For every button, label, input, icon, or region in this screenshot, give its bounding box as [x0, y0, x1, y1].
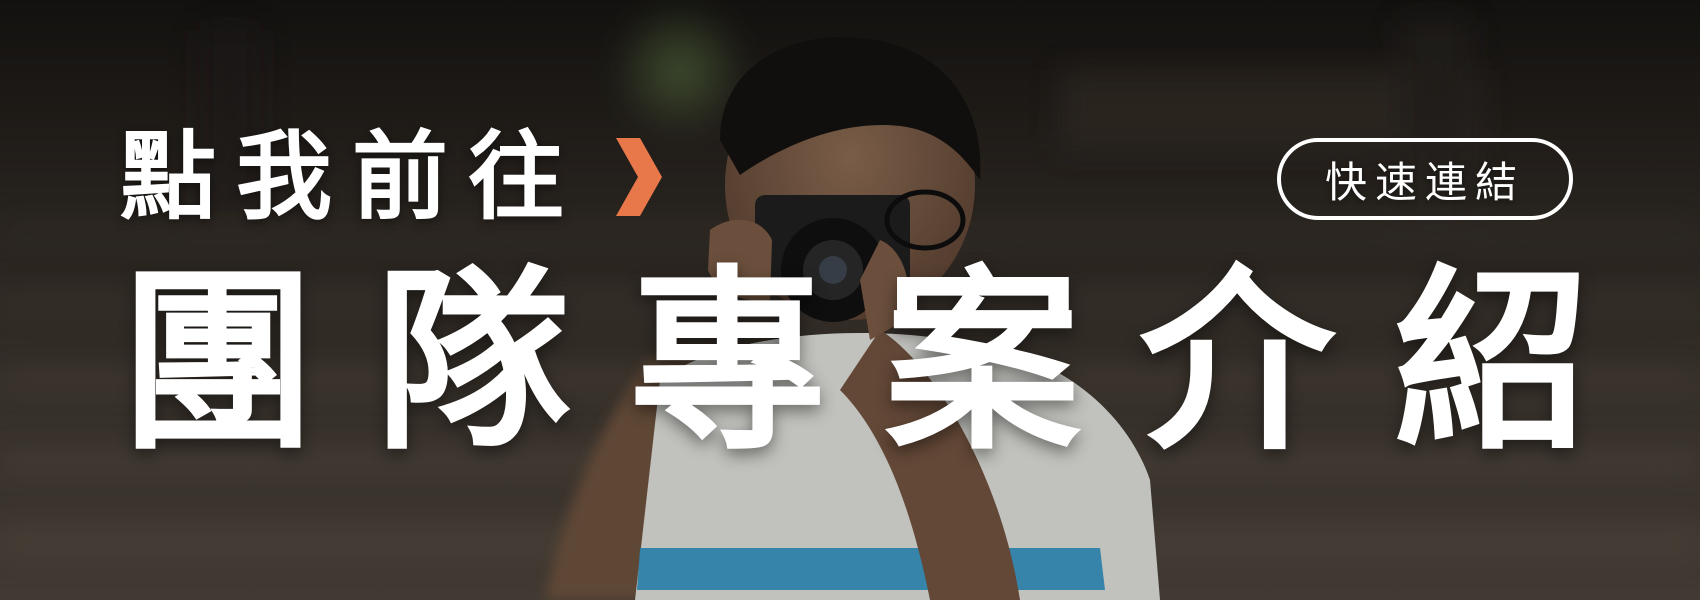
cta-link[interactable]: 點我前往 — [120, 122, 666, 232]
chevron-right-icon — [616, 138, 662, 216]
quick-link-button[interactable]: 快速連結 — [1277, 138, 1573, 220]
cta-text: 點我前往 — [120, 121, 584, 233]
title-char: 紹 — [1393, 249, 1590, 477]
page-title: 團 隊 專 案 介 紹 — [120, 248, 1590, 478]
title-char: 團 — [120, 249, 317, 477]
title-char: 介 — [1139, 249, 1336, 477]
title-char: 專 — [629, 249, 826, 477]
title-char: 隊 — [374, 249, 571, 477]
title-char: 案 — [884, 249, 1081, 477]
person-photographer — [545, 36, 1160, 600]
